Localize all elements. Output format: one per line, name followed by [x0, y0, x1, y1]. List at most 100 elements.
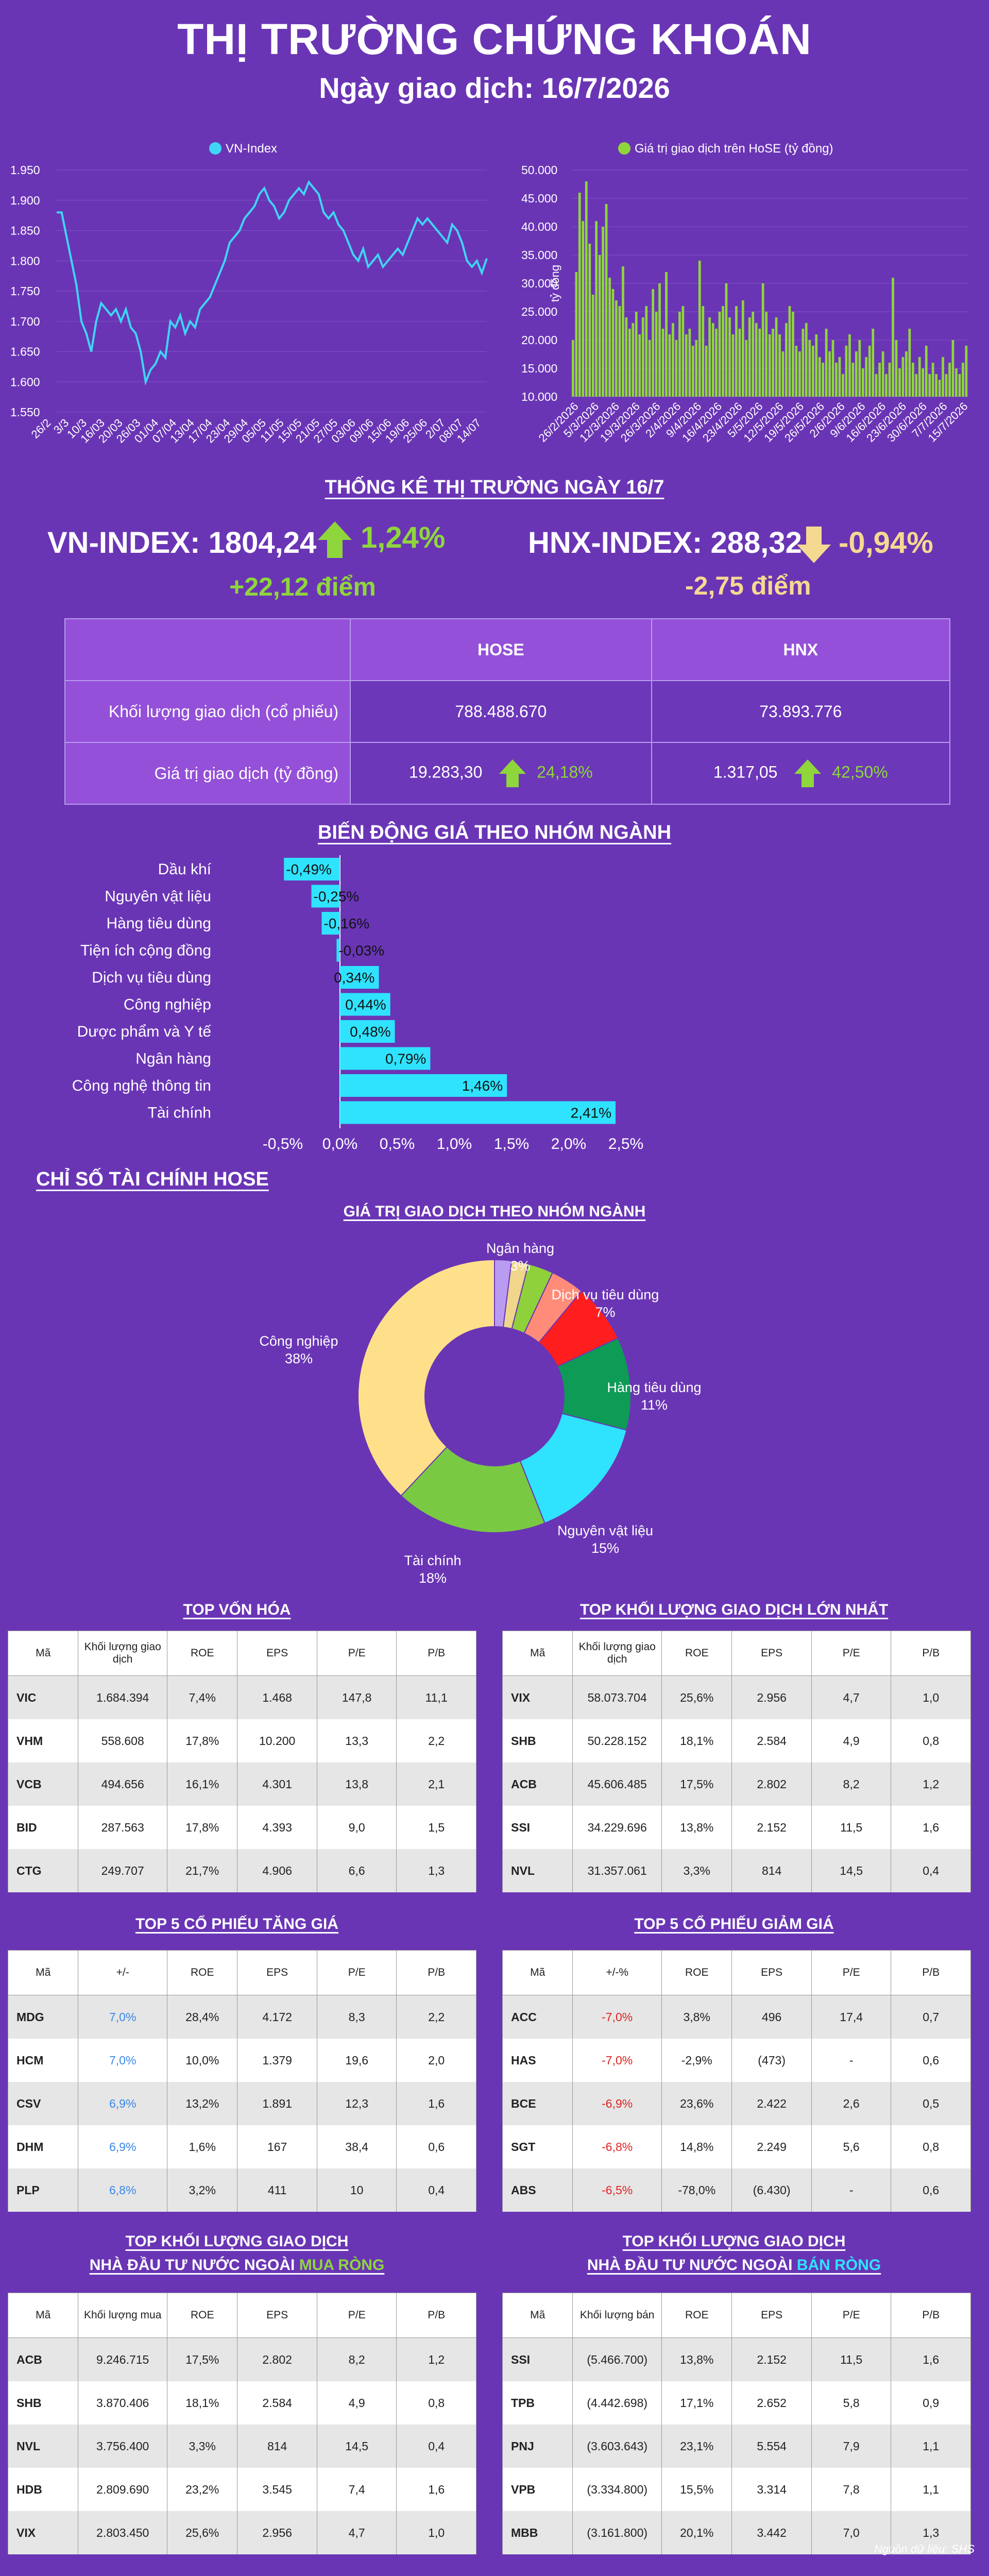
- sector-label: Ngân hàng: [135, 1050, 211, 1067]
- foreign-buy-title-line1: TOP KHỐI LƯỢNG GIAO DỊCH: [125, 2233, 349, 2250]
- top-loss-title: TOP 5 CỔ PHIẾU GIẢM GIÁ: [634, 1916, 834, 1933]
- table-cell: 2,6: [811, 2082, 892, 2125]
- bar: [895, 340, 898, 397]
- y-tick-label: 40.000: [521, 220, 557, 233]
- table-row: VIC 1.684.394 7,4% 1.468 147,8 11,1: [7, 1675, 476, 1719]
- bar: [785, 323, 788, 397]
- y-tick-label: 50.000: [521, 163, 557, 177]
- table-cell: 4.172: [237, 1995, 317, 2039]
- vnindex-change-pct: 1,24%: [361, 521, 446, 554]
- bar: [918, 357, 921, 397]
- bar: [825, 329, 828, 397]
- table-cell: 5.554: [731, 2425, 812, 2468]
- table-row: VPB (3.334.800) 15,5% 3.314 7,8 1,1: [502, 2468, 971, 2511]
- table-cell: 14,5: [316, 2425, 397, 2468]
- table-cell: 0,6: [891, 2039, 971, 2082]
- table-cell: 3.545: [237, 2468, 317, 2511]
- table-cell: (3.603.643): [572, 2425, 662, 2468]
- foreign_buy-grid: Mã Khối lượng mua ROE EPS P/E P/B ACB 9.246.715…: [7, 2293, 476, 2554]
- table-row: HAS -7,0% -2,9% (473) -0,6: [502, 2039, 971, 2082]
- bar: [798, 351, 801, 397]
- table-cell: 0,6: [891, 2168, 971, 2212]
- donut-label: Công nghiệp 38%: [259, 1333, 338, 1366]
- table-cell: 3.756.400: [78, 2425, 168, 2468]
- y-tick-label: 25.000: [521, 305, 557, 318]
- column-header: Mã: [7, 1631, 79, 1676]
- bar: [708, 317, 711, 397]
- column-header: Mã: [7, 2293, 79, 2338]
- table-cell: 23,6%: [661, 2082, 732, 2125]
- column-header: ROE: [661, 1950, 732, 1995]
- table-header-row: Mã Khối lượng mua ROE EPS P/E P/B: [7, 2293, 476, 2338]
- bar: [655, 312, 658, 397]
- table-cell: 8,2: [316, 2337, 397, 2381]
- sector-label: Dầu khí: [158, 861, 212, 878]
- bar: [658, 283, 661, 397]
- table-cell: 1,0: [891, 1675, 971, 1719]
- donut-label-line: 38%: [285, 1351, 313, 1366]
- top-volume-title: TOP KHỐI LƯỢNG GIAO DỊCH LỚN NHẤT: [579, 1601, 889, 1618]
- table-cell: (4.442.698): [572, 2381, 662, 2425]
- table-cell: 7,4%: [167, 1675, 238, 1719]
- table-cell: 20,1%: [661, 2511, 732, 2554]
- y-tick-label: 1.800: [10, 254, 40, 267]
- column-header: P/E: [811, 1631, 892, 1676]
- bar: [585, 181, 588, 397]
- table-cell: 496: [731, 1995, 812, 2039]
- vnindex-value: VN-INDEX: 1804,24: [47, 526, 317, 560]
- bar: [638, 334, 641, 397]
- table-row: CSV 6,9% 13,2% 1.891 12,3 1,6: [7, 2082, 476, 2125]
- table-row: NVL 3.756.400 3,3% 814 14,5 0,4: [7, 2425, 476, 2468]
- table-cell: 1,6: [396, 2468, 476, 2511]
- y-tick-label: 1.600: [10, 375, 40, 388]
- table-cell: 8,2: [811, 1762, 892, 1806]
- table-cell: 2.652: [731, 2381, 812, 2425]
- bar: [575, 272, 578, 397]
- table-cell: MDG: [7, 1995, 79, 2039]
- y-tick-label: 35.000: [521, 248, 557, 262]
- col-hose: HOSE: [350, 618, 652, 681]
- bar: [765, 312, 768, 397]
- table-cell: 1,6: [396, 2082, 476, 2125]
- bar: [591, 295, 594, 397]
- table-cell: DHM: [7, 2125, 79, 2168]
- table-cell: 3,3%: [167, 2425, 238, 2468]
- table-cell: VIX: [7, 2511, 79, 2554]
- bar: [595, 221, 598, 397]
- bar: [901, 357, 905, 397]
- hnxindex-change-points: -2,75 điểm: [685, 571, 811, 600]
- table-cell: 3,8%: [661, 1995, 732, 2039]
- foreign-buy-title: TOP KHỐI LƯỢNG GIAO DỊCH NHÀ ĐẦU TƯ NƯỚC…: [5, 2230, 469, 2277]
- sector-label: Tiện ích cộng đồng: [80, 942, 211, 959]
- table-cell: (5.466.700): [572, 2337, 662, 2381]
- bar: [685, 334, 688, 397]
- bar: [715, 329, 718, 397]
- table-cell: -: [811, 2039, 892, 2082]
- table-cell: 2.152: [731, 2337, 812, 2381]
- bar: [768, 334, 771, 397]
- column-header: +/-%: [572, 1950, 662, 1995]
- legend-marker: [209, 142, 221, 155]
- column-header: ROE: [661, 1631, 732, 1676]
- table-cell: NVL: [7, 2425, 79, 2468]
- stats-title: THỐNG KÊ THỊ TRƯỜNG NGÀY 16/7: [325, 477, 664, 498]
- table-cell: 6,8%: [78, 2168, 168, 2212]
- table-cell: 4.301: [237, 1762, 317, 1806]
- column-header: Khối lượng giao dịch: [572, 1631, 662, 1676]
- table-cell: (3.161.800): [572, 2511, 662, 2554]
- table-header-row: Mã Khối lượng bán ROE EPS P/E P/B: [502, 2293, 971, 2338]
- bar: [745, 340, 748, 397]
- donut-label-line: Tài chính: [404, 1553, 461, 1568]
- bar: [702, 306, 705, 397]
- legend-label: Giá trị giao dịch trên HoSE (tỷ đồng): [635, 142, 833, 156]
- table-cell: 494.656: [78, 1762, 168, 1806]
- table-cell: 1,2: [891, 1762, 971, 1806]
- table-cell: 2,0: [396, 2039, 476, 2082]
- table-cell: VIX: [502, 1675, 573, 1719]
- table-cell: 7,0: [811, 2511, 892, 2554]
- table-row: BCE -6,9% 23,6% 2.422 2,6 0,5: [502, 2082, 971, 2125]
- table-cell: 9,0: [316, 1806, 397, 1849]
- table-cell: -: [811, 2168, 892, 2212]
- sector-value-label: 2,41%: [571, 1105, 611, 1121]
- column-header: P/E: [316, 2293, 397, 2338]
